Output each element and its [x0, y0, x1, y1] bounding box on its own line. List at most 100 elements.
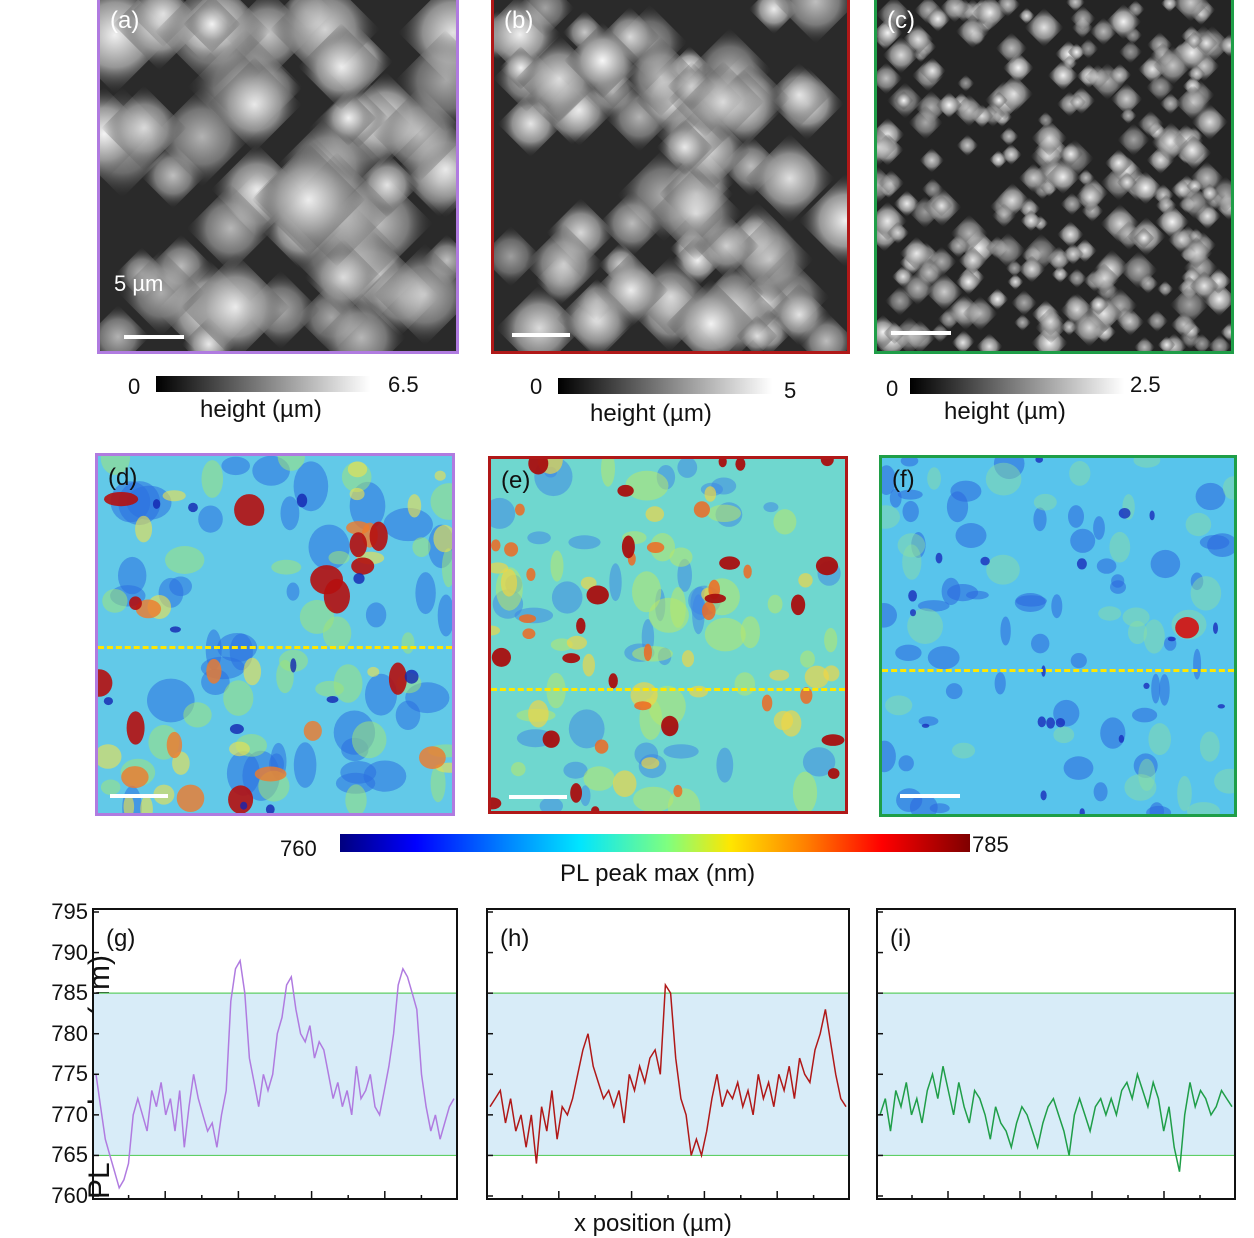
pl-domain	[349, 487, 365, 501]
grain	[972, 0, 1008, 31]
pl-domain	[897, 533, 926, 558]
grain	[1056, 91, 1083, 117]
grain	[564, 22, 641, 99]
grain	[546, 198, 616, 268]
pl-domain	[434, 470, 446, 481]
pl-domain	[166, 731, 183, 759]
grain	[556, 279, 636, 351]
pl-domain	[347, 461, 368, 478]
grain	[1150, 123, 1190, 163]
panel-label: (a)	[110, 7, 140, 34]
grain	[1088, 262, 1120, 295]
pl-domain	[951, 742, 976, 759]
pl-domain	[1076, 558, 1087, 570]
pl-domain	[430, 483, 452, 520]
pl-domain	[1040, 790, 1047, 801]
pl-domain	[1118, 734, 1125, 743]
pl-domain	[1143, 682, 1150, 689]
pl-domain	[491, 539, 501, 552]
chart-h: (h)	[486, 908, 850, 1200]
pl-domain	[804, 665, 829, 689]
pl-domain	[140, 796, 153, 813]
pl-domain	[522, 628, 536, 639]
pl-domain	[1109, 531, 1131, 563]
y-tick-label: 775	[51, 1061, 88, 1087]
grain	[886, 221, 910, 245]
pl-domain	[612, 770, 637, 797]
grain	[1024, 7, 1064, 48]
pl-domain	[388, 662, 407, 695]
grain	[149, 234, 214, 299]
colorbar-gradient	[558, 378, 772, 394]
pl-domain	[1035, 458, 1043, 463]
grain	[207, 57, 302, 152]
colorbar-gradient	[156, 376, 370, 392]
grain	[1084, 64, 1111, 91]
pl-domain	[824, 627, 838, 653]
grain	[877, 201, 908, 241]
pl-domain	[908, 590, 917, 602]
grain	[921, 177, 944, 201]
pl-domain	[621, 535, 635, 559]
grain	[1171, 0, 1210, 22]
pl-domain	[326, 696, 339, 703]
pl-domain	[118, 481, 161, 526]
pl-domain	[821, 734, 845, 746]
grain	[1178, 186, 1212, 220]
height-map-b-image	[494, 0, 847, 351]
pl-domain	[412, 537, 431, 557]
pl-domain	[345, 784, 367, 813]
pl-domain	[551, 581, 583, 614]
series-line	[879, 1066, 1233, 1172]
pl-domain	[98, 744, 122, 769]
pl-domain	[152, 499, 161, 509]
grain	[877, 62, 903, 95]
grain	[1000, 143, 1022, 166]
pl-domain	[323, 578, 350, 614]
grain	[1207, 334, 1231, 351]
pl-domain	[897, 489, 923, 500]
grain	[1051, 265, 1070, 284]
grain	[181, 252, 290, 351]
pl-domain	[769, 669, 790, 681]
grain	[1175, 84, 1211, 121]
pl-domain	[586, 585, 609, 605]
pl-domain	[1037, 716, 1046, 728]
pl-domain	[491, 497, 516, 529]
pl-domain	[188, 502, 198, 513]
grain	[1217, 33, 1231, 58]
pl-domain	[437, 594, 452, 637]
grain	[1074, 182, 1106, 213]
pl-domain	[693, 501, 710, 518]
grain	[1047, 59, 1079, 91]
pl-domain	[147, 678, 195, 723]
pl-domain	[677, 459, 698, 478]
grain	[990, 232, 1026, 269]
pl-domain	[1193, 648, 1202, 680]
x-axis-title: x position (µm)	[574, 1210, 732, 1237]
pl-domain	[643, 643, 652, 662]
pl-domain	[491, 562, 509, 574]
grain	[913, 257, 945, 289]
grain	[736, 315, 778, 351]
grain	[913, 0, 943, 25]
pl-domain	[1214, 768, 1234, 794]
grain	[914, 90, 948, 124]
scale-bar	[900, 794, 960, 798]
grain	[1110, 155, 1143, 188]
highlight-band	[94, 993, 456, 1156]
y-tick-label: 795	[51, 899, 88, 924]
grain	[1145, 309, 1169, 333]
pl-domain	[491, 797, 502, 810]
pl-domain	[419, 746, 446, 769]
pl-domain	[500, 569, 518, 597]
pl-domain	[955, 523, 987, 548]
grain	[976, 333, 1003, 351]
pl-domain	[704, 617, 746, 652]
grain	[1116, 172, 1138, 193]
height-map-c-image	[877, 0, 1231, 351]
pl-domain	[542, 730, 560, 748]
grain	[516, 0, 575, 38]
grain	[1119, 107, 1137, 125]
pl-domain	[1093, 516, 1105, 540]
